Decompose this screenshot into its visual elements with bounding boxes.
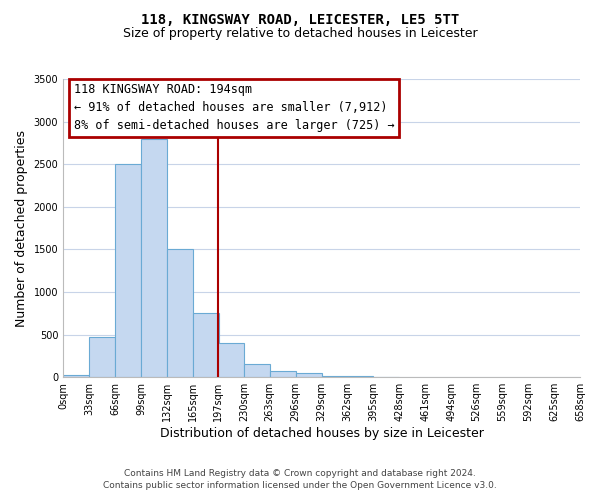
Bar	[270, 371, 296, 377]
Bar	[141, 138, 167, 377]
Bar	[89, 337, 115, 377]
Bar	[218, 343, 244, 377]
Bar	[193, 314, 218, 377]
Text: Size of property relative to detached houses in Leicester: Size of property relative to detached ho…	[122, 28, 478, 40]
X-axis label: Distribution of detached houses by size in Leicester: Distribution of detached houses by size …	[160, 427, 484, 440]
Bar	[63, 375, 89, 377]
Bar	[347, 376, 373, 377]
Bar	[296, 373, 322, 377]
Text: 118, KINGSWAY ROAD, LEICESTER, LE5 5TT: 118, KINGSWAY ROAD, LEICESTER, LE5 5TT	[141, 12, 459, 26]
Bar	[115, 164, 141, 377]
Text: Contains public sector information licensed under the Open Government Licence v3: Contains public sector information licen…	[103, 481, 497, 490]
Text: 118 KINGSWAY ROAD: 194sqm
← 91% of detached houses are smaller (7,912)
8% of sem: 118 KINGSWAY ROAD: 194sqm ← 91% of detac…	[74, 84, 394, 132]
Y-axis label: Number of detached properties: Number of detached properties	[15, 130, 28, 326]
Bar	[167, 248, 193, 377]
Bar	[244, 364, 270, 377]
Text: Contains HM Land Registry data © Crown copyright and database right 2024.: Contains HM Land Registry data © Crown c…	[124, 468, 476, 477]
Bar	[322, 376, 347, 377]
